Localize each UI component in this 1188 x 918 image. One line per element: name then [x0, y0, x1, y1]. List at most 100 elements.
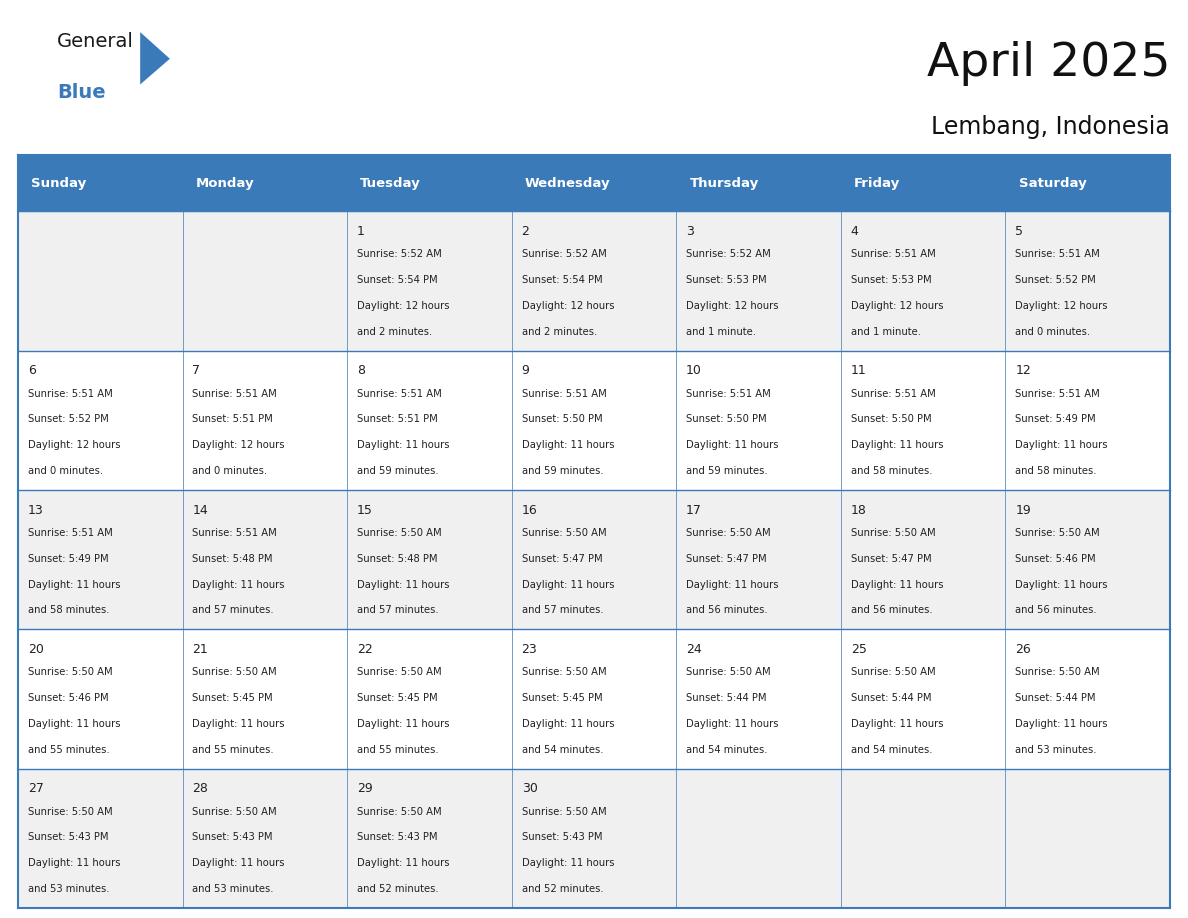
Text: 9: 9 — [522, 364, 530, 377]
Text: Sunset: 5:45 PM: Sunset: 5:45 PM — [522, 693, 602, 703]
Text: 17: 17 — [687, 504, 702, 517]
Text: Sunset: 5:51 PM: Sunset: 5:51 PM — [358, 415, 437, 424]
Text: Sunset: 5:44 PM: Sunset: 5:44 PM — [851, 693, 931, 703]
Text: Sunrise: 5:50 AM: Sunrise: 5:50 AM — [358, 528, 442, 538]
Bar — [18, 155, 1170, 211]
Text: 8: 8 — [358, 364, 365, 377]
Text: Daylight: 11 hours: Daylight: 11 hours — [687, 579, 778, 589]
Text: Sunrise: 5:51 AM: Sunrise: 5:51 AM — [192, 388, 277, 398]
Text: 16: 16 — [522, 504, 537, 517]
Text: 6: 6 — [27, 364, 36, 377]
Text: Daylight: 11 hours: Daylight: 11 hours — [1016, 579, 1107, 589]
Text: and 56 minutes.: and 56 minutes. — [687, 605, 767, 615]
Text: Sunrise: 5:52 AM: Sunrise: 5:52 AM — [358, 250, 442, 260]
Text: Saturday: Saturday — [1018, 177, 1086, 190]
Text: and 53 minutes.: and 53 minutes. — [27, 884, 109, 894]
Text: and 53 minutes.: and 53 minutes. — [192, 884, 274, 894]
Text: Sunset: 5:43 PM: Sunset: 5:43 PM — [522, 833, 602, 843]
Text: Sunrise: 5:51 AM: Sunrise: 5:51 AM — [1016, 250, 1100, 260]
Text: and 0 minutes.: and 0 minutes. — [192, 466, 267, 476]
Text: 12: 12 — [1016, 364, 1031, 377]
Text: Sunset: 5:44 PM: Sunset: 5:44 PM — [687, 693, 766, 703]
Text: 2: 2 — [522, 225, 530, 238]
Text: Sunrise: 5:51 AM: Sunrise: 5:51 AM — [1016, 388, 1100, 398]
Text: Sunrise: 5:51 AM: Sunrise: 5:51 AM — [687, 388, 771, 398]
Text: Sunrise: 5:51 AM: Sunrise: 5:51 AM — [522, 388, 606, 398]
Text: Daylight: 11 hours: Daylight: 11 hours — [522, 858, 614, 868]
Text: Sunset: 5:51 PM: Sunset: 5:51 PM — [192, 415, 273, 424]
Text: Daylight: 11 hours: Daylight: 11 hours — [358, 858, 449, 868]
Text: Sunset: 5:45 PM: Sunset: 5:45 PM — [192, 693, 273, 703]
Text: and 58 minutes.: and 58 minutes. — [27, 605, 109, 615]
Text: Sunset: 5:43 PM: Sunset: 5:43 PM — [358, 833, 437, 843]
Text: Daylight: 11 hours: Daylight: 11 hours — [27, 579, 120, 589]
Text: Sunset: 5:44 PM: Sunset: 5:44 PM — [1016, 693, 1095, 703]
Text: 20: 20 — [27, 643, 44, 656]
Text: Sunset: 5:52 PM: Sunset: 5:52 PM — [27, 415, 108, 424]
Text: Sunset: 5:50 PM: Sunset: 5:50 PM — [522, 415, 602, 424]
Text: 5: 5 — [1016, 225, 1023, 238]
Text: 22: 22 — [358, 643, 373, 656]
Text: Daylight: 11 hours: Daylight: 11 hours — [27, 719, 120, 729]
Text: 30: 30 — [522, 782, 537, 795]
Text: and 57 minutes.: and 57 minutes. — [358, 605, 438, 615]
Text: Sunrise: 5:51 AM: Sunrise: 5:51 AM — [27, 388, 113, 398]
Text: 21: 21 — [192, 643, 208, 656]
Text: Daylight: 11 hours: Daylight: 11 hours — [358, 719, 449, 729]
Text: Daylight: 11 hours: Daylight: 11 hours — [851, 579, 943, 589]
Text: 24: 24 — [687, 643, 702, 656]
Text: Sunset: 5:47 PM: Sunset: 5:47 PM — [687, 554, 766, 564]
Text: Friday: Friday — [854, 177, 901, 190]
Text: 14: 14 — [192, 504, 208, 517]
Text: Sunset: 5:54 PM: Sunset: 5:54 PM — [358, 275, 437, 285]
Text: Sunrise: 5:50 AM: Sunrise: 5:50 AM — [851, 667, 935, 677]
Text: and 56 minutes.: and 56 minutes. — [1016, 605, 1097, 615]
Text: Sunrise: 5:50 AM: Sunrise: 5:50 AM — [687, 528, 771, 538]
Text: Sunset: 5:47 PM: Sunset: 5:47 PM — [522, 554, 602, 564]
Text: Daylight: 11 hours: Daylight: 11 hours — [522, 441, 614, 450]
Text: Blue: Blue — [57, 83, 106, 102]
Text: Sunrise: 5:50 AM: Sunrise: 5:50 AM — [192, 667, 277, 677]
Text: 10: 10 — [687, 364, 702, 377]
Text: General: General — [57, 32, 134, 51]
Text: Daylight: 11 hours: Daylight: 11 hours — [851, 441, 943, 450]
Text: and 54 minutes.: and 54 minutes. — [851, 744, 933, 755]
Text: Daylight: 11 hours: Daylight: 11 hours — [522, 579, 614, 589]
Text: Sunrise: 5:50 AM: Sunrise: 5:50 AM — [1016, 667, 1100, 677]
Text: Sunrise: 5:50 AM: Sunrise: 5:50 AM — [192, 807, 277, 817]
Text: and 59 minutes.: and 59 minutes. — [522, 466, 604, 476]
Text: and 59 minutes.: and 59 minutes. — [358, 466, 438, 476]
Text: and 57 minutes.: and 57 minutes. — [192, 605, 274, 615]
Text: Sunrise: 5:50 AM: Sunrise: 5:50 AM — [851, 528, 935, 538]
Text: Sunset: 5:53 PM: Sunset: 5:53 PM — [687, 275, 766, 285]
Text: 18: 18 — [851, 504, 866, 517]
Text: Sunset: 5:50 PM: Sunset: 5:50 PM — [851, 415, 931, 424]
Text: and 57 minutes.: and 57 minutes. — [522, 605, 604, 615]
Text: 13: 13 — [27, 504, 44, 517]
Text: 26: 26 — [1016, 643, 1031, 656]
Text: Sunrise: 5:50 AM: Sunrise: 5:50 AM — [522, 807, 606, 817]
Text: and 1 minute.: and 1 minute. — [687, 327, 756, 337]
Text: Sunrise: 5:51 AM: Sunrise: 5:51 AM — [358, 388, 442, 398]
Text: Sunrise: 5:50 AM: Sunrise: 5:50 AM — [358, 667, 442, 677]
Text: Daylight: 11 hours: Daylight: 11 hours — [27, 858, 120, 868]
Text: and 2 minutes.: and 2 minutes. — [522, 327, 596, 337]
Text: and 52 minutes.: and 52 minutes. — [522, 884, 604, 894]
Text: 19: 19 — [1016, 504, 1031, 517]
Text: Monday: Monday — [196, 177, 254, 190]
Text: Sunset: 5:47 PM: Sunset: 5:47 PM — [851, 554, 931, 564]
Text: Sunset: 5:49 PM: Sunset: 5:49 PM — [27, 554, 108, 564]
Bar — [18, 630, 1170, 768]
Text: Sunrise: 5:51 AM: Sunrise: 5:51 AM — [851, 388, 935, 398]
Text: Sunrise: 5:51 AM: Sunrise: 5:51 AM — [192, 528, 277, 538]
Text: 7: 7 — [192, 364, 201, 377]
Text: Sunday: Sunday — [31, 177, 87, 190]
Text: and 54 minutes.: and 54 minutes. — [522, 744, 604, 755]
Text: Daylight: 11 hours: Daylight: 11 hours — [358, 441, 449, 450]
Text: and 54 minutes.: and 54 minutes. — [687, 744, 767, 755]
Text: Daylight: 11 hours: Daylight: 11 hours — [522, 719, 614, 729]
Text: 11: 11 — [851, 364, 866, 377]
Text: Daylight: 11 hours: Daylight: 11 hours — [192, 719, 285, 729]
Text: Sunset: 5:46 PM: Sunset: 5:46 PM — [27, 693, 108, 703]
Text: and 59 minutes.: and 59 minutes. — [687, 466, 767, 476]
